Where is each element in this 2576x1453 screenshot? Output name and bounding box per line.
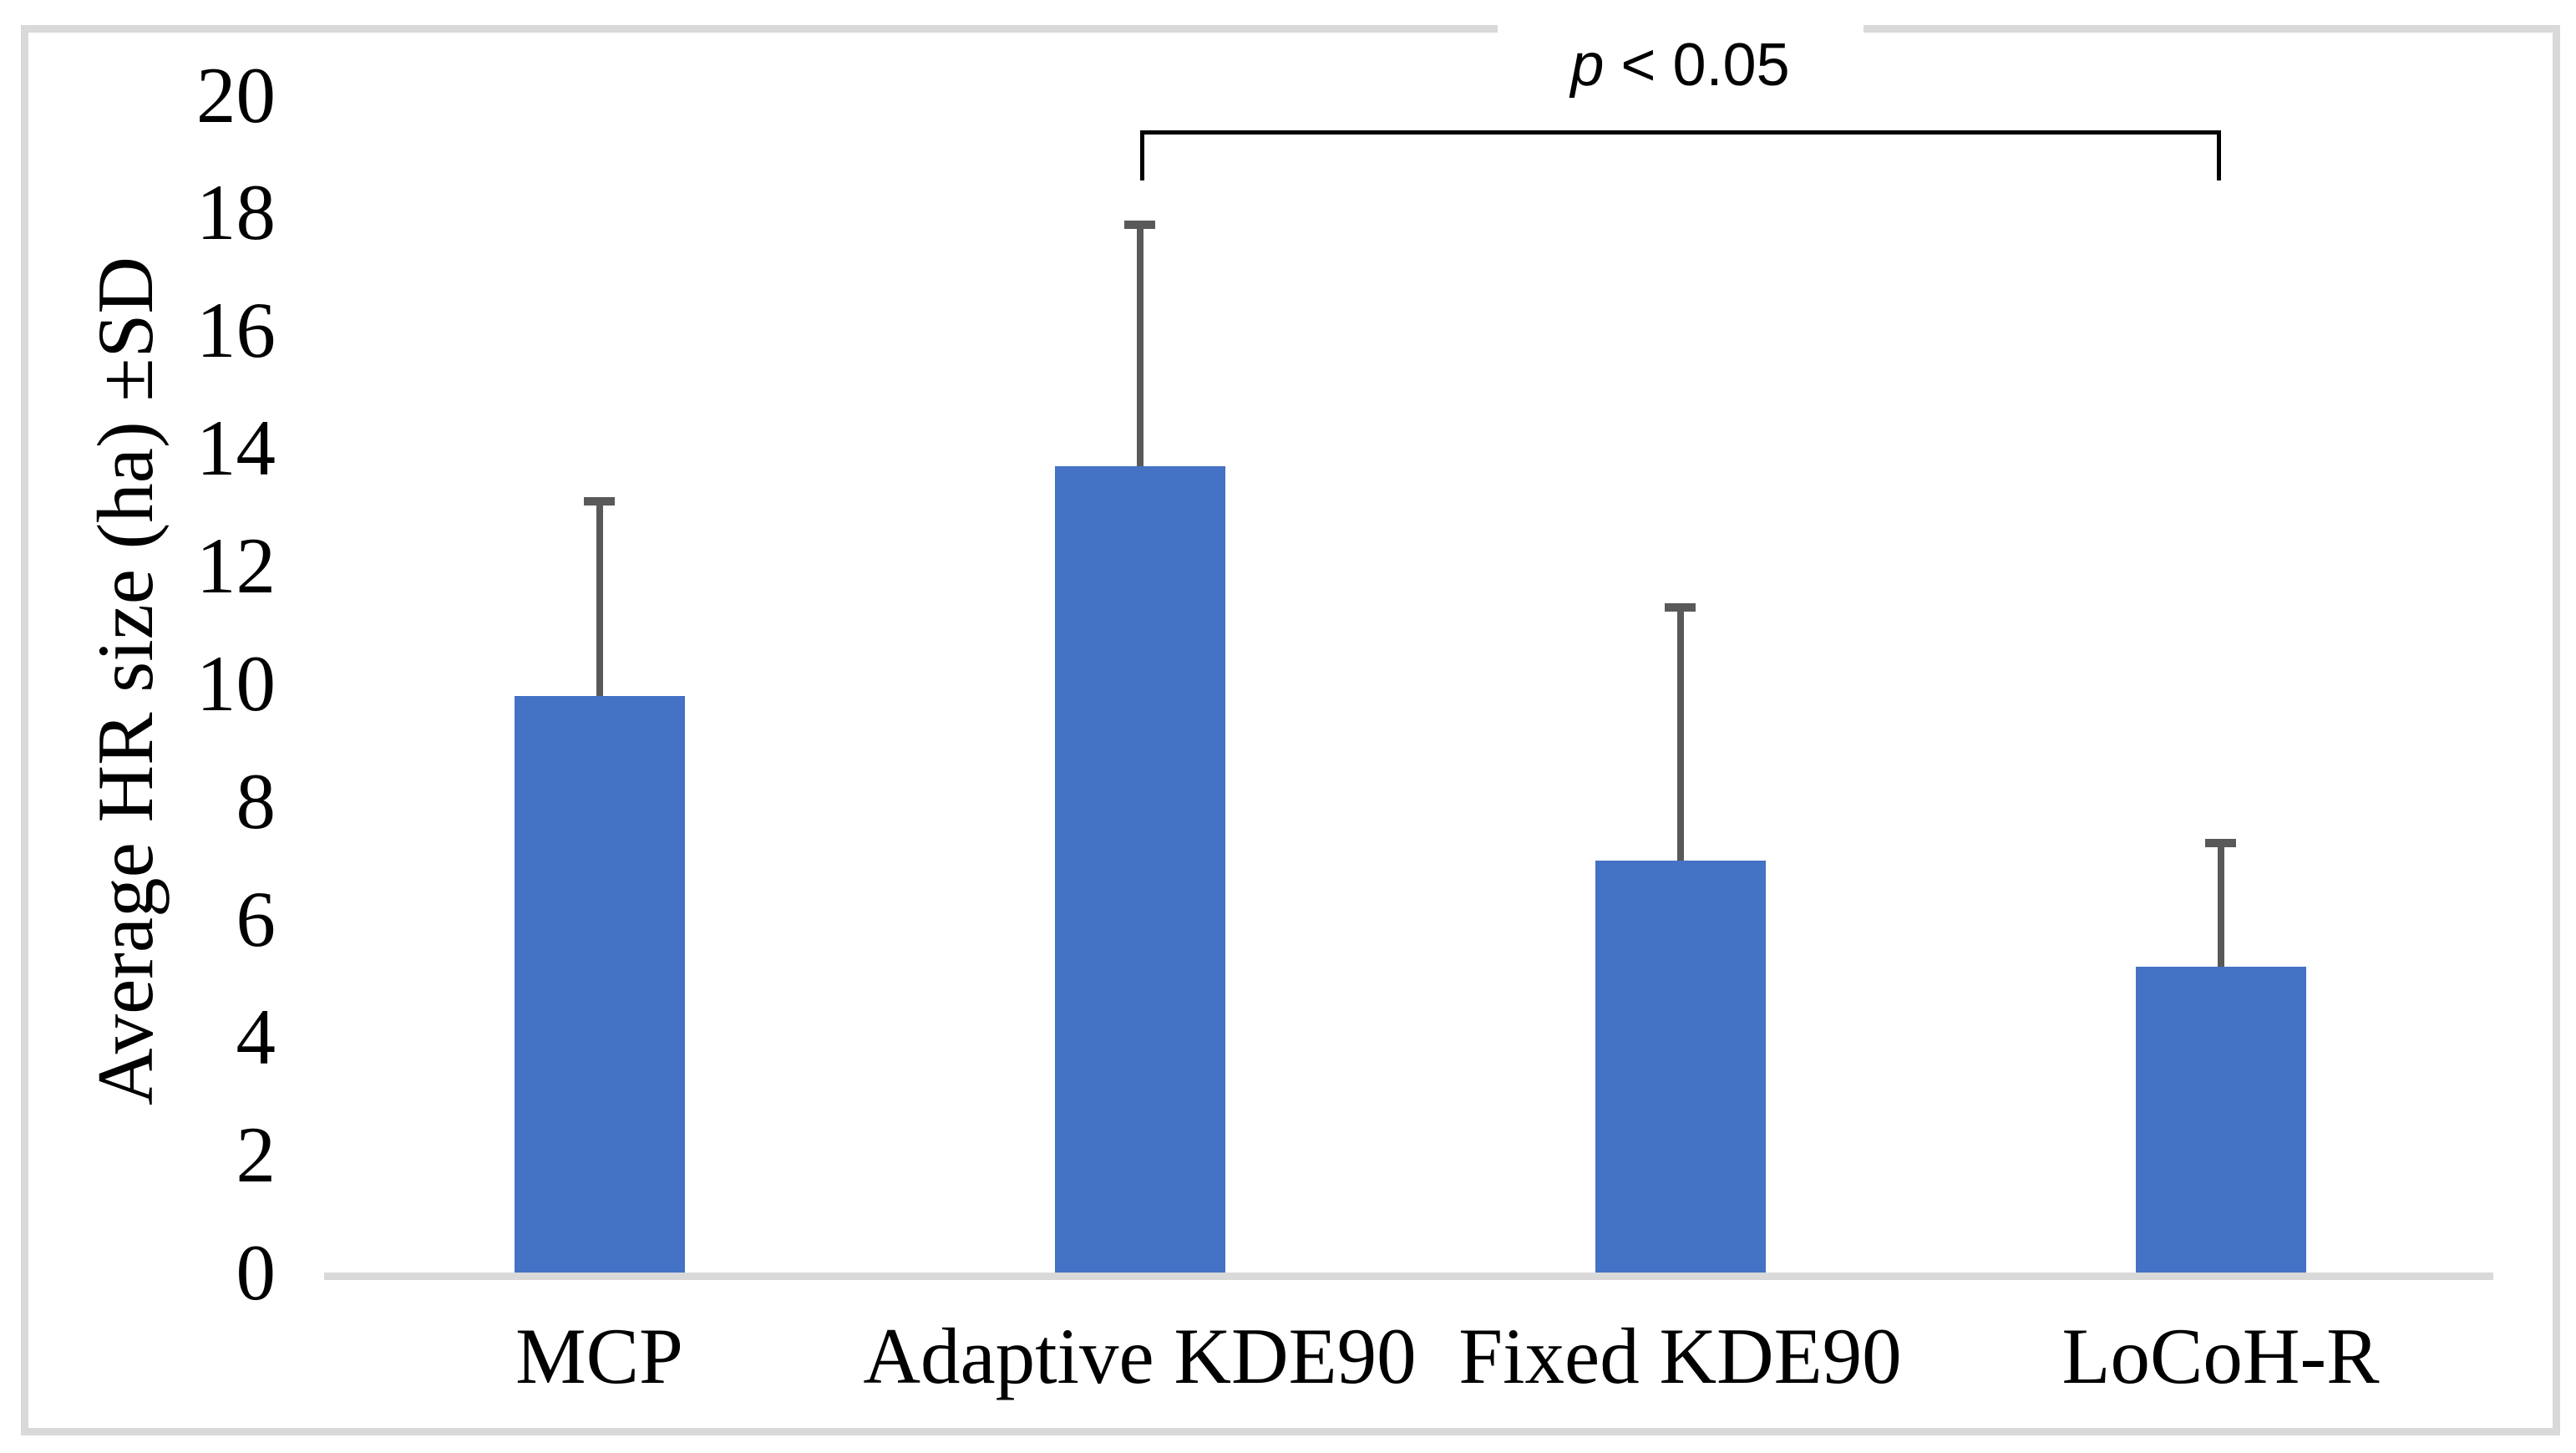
y-axis-tick-label: 14: [196, 404, 276, 493]
error-bar-cap: [2205, 838, 2236, 847]
y-axis-tick-label: 16: [196, 286, 276, 375]
significance-bracket-horizontal: [1139, 130, 2221, 135]
y-axis-tick-label: 10: [196, 639, 276, 728]
significance-threshold-text: < 0.05: [1604, 32, 1790, 99]
error-bar-cap: [1665, 602, 1696, 612]
y-axis-tick-label: 8: [236, 756, 276, 846]
error-bar-cap: [584, 497, 615, 506]
x-category-label: Adaptive KDE90: [863, 1312, 1417, 1400]
y-axis-tick-label: 12: [196, 521, 276, 611]
error-bar-line: [1676, 607, 1684, 861]
x-category-label: LoCoH-R: [2061, 1312, 2380, 1400]
bar: [2135, 966, 2306, 1273]
y-axis-tick-label: 4: [236, 992, 276, 1081]
error-bar-line: [1136, 224, 1143, 466]
error-bar-cap: [1124, 220, 1155, 229]
error-bar-line: [596, 501, 603, 696]
significance-bracket-left-tick: [1139, 130, 1144, 181]
y-axis-tick-label: 0: [236, 1227, 276, 1317]
error-bar-line: [2217, 842, 2224, 967]
significance-bracket-right-tick: [2216, 130, 2221, 181]
significance-p-symbol: p: [1570, 32, 1605, 99]
y-axis-tick-label: 20: [196, 50, 276, 140]
bar: [514, 695, 685, 1273]
bar: [1054, 465, 1225, 1273]
x-category-label: Fixed KDE90: [1458, 1312, 1902, 1400]
x-axis-line: [324, 1273, 2493, 1280]
y-axis-tick-label: 6: [236, 874, 276, 963]
chart-frame-border: [21, 25, 2560, 1435]
x-category-label: MCP: [515, 1312, 683, 1400]
y-axis-tick-label: 18: [196, 168, 276, 257]
y-axis-tick-label: 2: [236, 1110, 276, 1199]
significance-label-box: p < 0.05: [1497, 7, 1864, 124]
bar: [1595, 860, 1766, 1273]
